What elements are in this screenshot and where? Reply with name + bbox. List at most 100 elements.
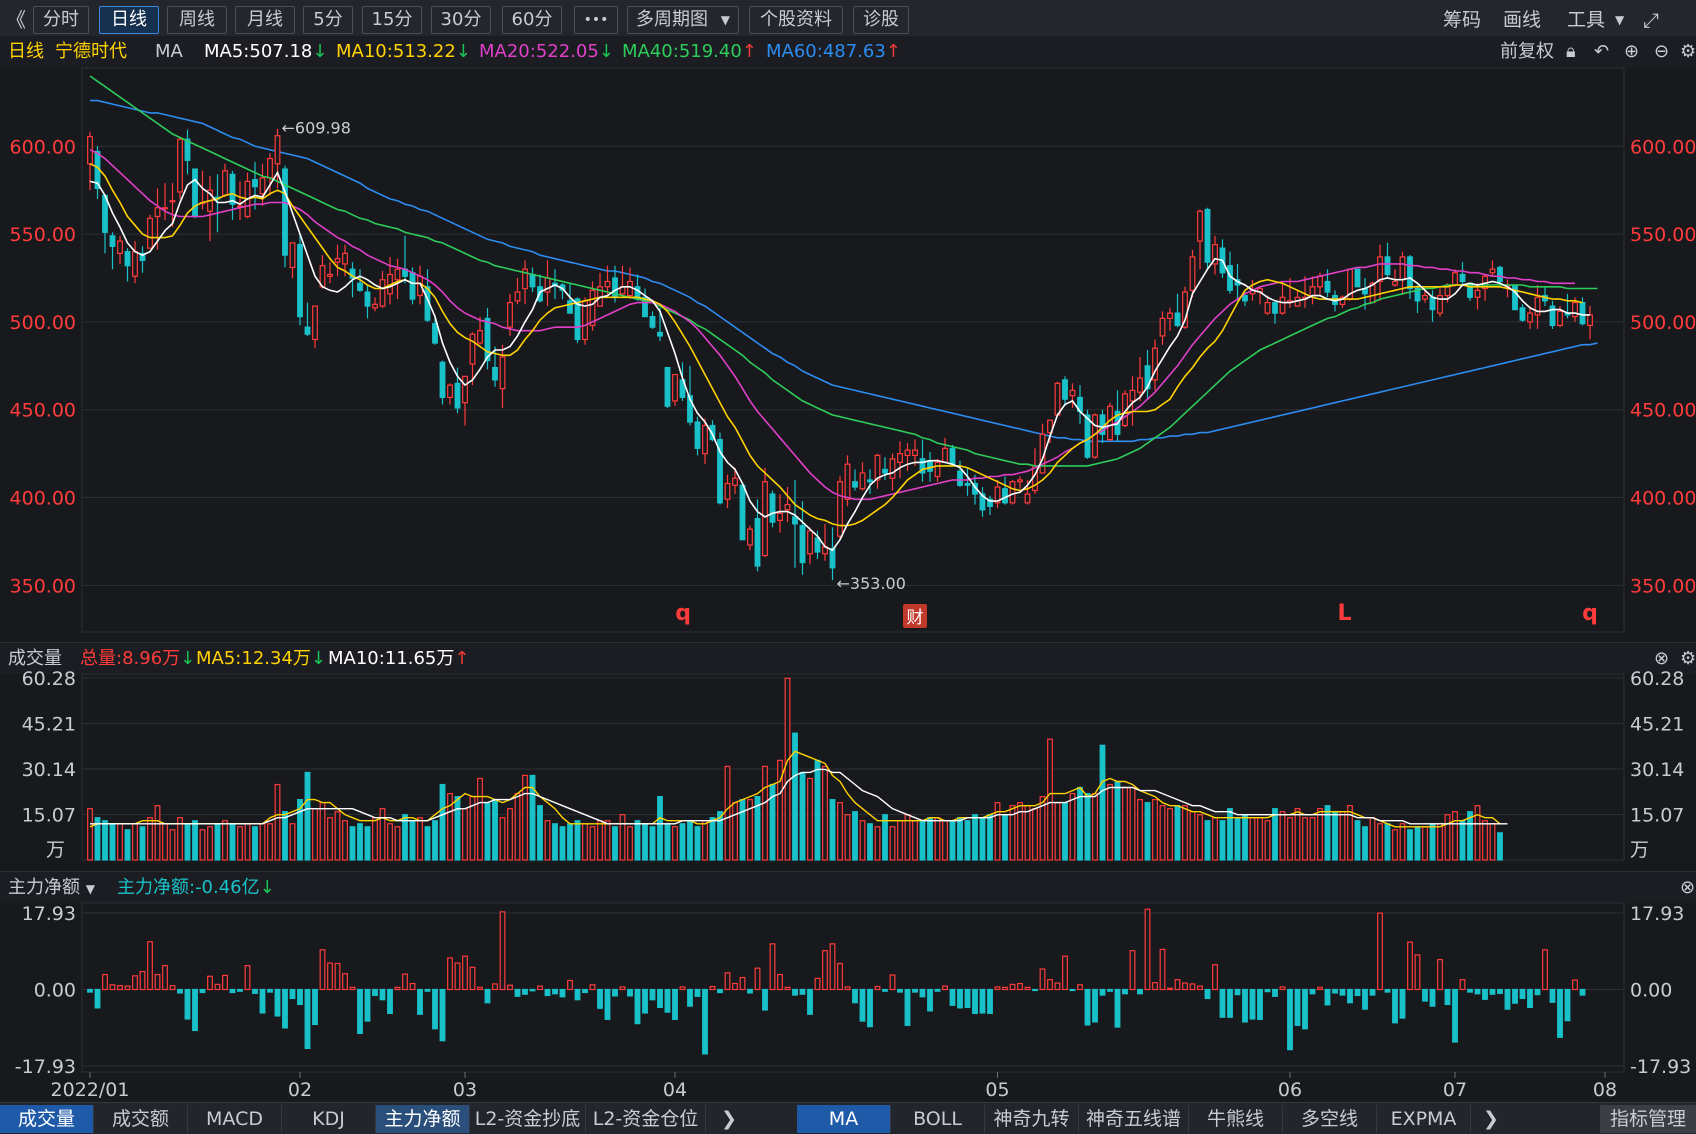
volume-bar: [604, 820, 611, 861]
net-flow-bar: [927, 988, 933, 1012]
candle-body: [537, 286, 543, 302]
tab-kdj[interactable]: KDJ: [282, 1105, 376, 1133]
volume-bar: [972, 814, 978, 861]
tab-5min[interactable]: 5分: [303, 6, 353, 34]
tab-expma[interactable]: EXPMA: [1377, 1105, 1471, 1133]
up-arrow-icon: ↑: [454, 648, 470, 669]
adjust-dropdown[interactable]: 前复权: [1500, 41, 1554, 62]
volume-bar: [612, 826, 618, 861]
ma10-label: MA10:513.22↓: [336, 41, 471, 62]
tab-volume[interactable]: 成交量: [0, 1105, 94, 1133]
tab-main-net[interactable]: 主力净额: [376, 1105, 470, 1133]
net-flow-bar: [244, 965, 251, 991]
candle-body: [679, 379, 686, 399]
net-flow-bar: [1414, 954, 1421, 991]
volume-bar: [934, 817, 941, 861]
tab-macd[interactable]: MACD: [188, 1105, 282, 1133]
net-flow-bar: [567, 979, 573, 991]
settings-gear-icon[interactable]: ⚙: [1680, 41, 1696, 62]
net-flow-bar: [1332, 988, 1338, 994]
candle-body: [1069, 389, 1076, 397]
ma10-line: [89, 163, 1583, 527]
undo-icon[interactable]: ↶: [1594, 41, 1610, 62]
next-arrow-icon[interactable]: ❯: [1483, 1108, 1499, 1130]
volume-title[interactable]: 成交量: [8, 648, 62, 669]
volume-bar: [1414, 826, 1421, 861]
multi-period-dropdown[interactable]: 多周期图 ▼: [627, 6, 739, 34]
more-button[interactable]: •••: [574, 6, 618, 34]
volume-bar: [912, 820, 918, 861]
tab-long-short[interactable]: 多空线: [1283, 1105, 1377, 1133]
fullscreen-icon[interactable]: ⤢: [1643, 8, 1659, 32]
net-flow-bar: [349, 986, 356, 991]
net-flow-bar: [409, 982, 416, 991]
next-arrow-icon[interactable]: ❯: [721, 1108, 737, 1130]
tab-bull-bear[interactable]: 牛熊线: [1189, 1105, 1283, 1133]
volume-bar: [1032, 808, 1038, 861]
net-flow-bar: [447, 957, 453, 991]
net-flow-bar: [274, 988, 281, 1017]
volume-bar: [1039, 795, 1046, 861]
volume-bar: [1489, 823, 1496, 861]
tab-turnover[interactable]: 成交额: [94, 1105, 188, 1133]
event-marker: L: [1338, 601, 1352, 626]
collapse-icon[interactable]: 《: [6, 8, 26, 32]
tab-weekly[interactable]: 周线: [167, 6, 227, 34]
indicator-name[interactable]: MA: [155, 41, 183, 62]
net-flow-bar: [559, 988, 566, 998]
net-flow-title[interactable]: 主力净额 ▼: [8, 877, 95, 898]
zoom-in-icon[interactable]: ⊕: [1624, 41, 1640, 62]
tab-ma[interactable]: MA: [797, 1105, 891, 1133]
indicator-manage-button[interactable]: 指标管理: [1600, 1105, 1696, 1133]
candle-body: [289, 242, 296, 269]
tab-l2-bottom[interactable]: L2-资金抄底: [470, 1105, 586, 1133]
tab-shenqi-5[interactable]: 神奇五线谱: [1079, 1105, 1189, 1133]
tab-intraday[interactable]: 分时: [33, 6, 89, 34]
volume-bar: [462, 808, 468, 861]
candle-body: [1467, 282, 1473, 298]
net-flow-bar: [904, 988, 911, 1026]
tab-l2-position[interactable]: L2-资金仓位: [586, 1105, 706, 1133]
diagnose-button[interactable]: 诊股: [853, 6, 909, 34]
chip-button[interactable]: 筹码: [1443, 9, 1482, 31]
ma20-line: [89, 149, 1575, 501]
tab-daily[interactable]: 日线: [99, 6, 159, 34]
tools-chevron-down-icon[interactable]: ▼: [1615, 13, 1625, 27]
draw-line-button[interactable]: 画线: [1503, 9, 1542, 31]
candle-body: [312, 305, 318, 341]
volume-bar: [1137, 799, 1143, 861]
down-arrow-icon: ↓: [312, 41, 328, 62]
volume-bar: [702, 820, 708, 861]
candle-body: [1339, 296, 1346, 305]
volume-bar: [514, 792, 521, 861]
settings-gear-icon[interactable]: ⚙: [1680, 648, 1696, 669]
tab-shenqi-9[interactable]: 神奇九转: [985, 1105, 1079, 1133]
lock-icon[interactable]: 🔒︎: [1566, 41, 1576, 62]
candle-body: [1429, 296, 1436, 311]
tab-30min[interactable]: 30分: [431, 6, 491, 34]
net-flow-bar: [747, 988, 753, 994]
net-flow-bar: [949, 988, 956, 1006]
tab-monthly[interactable]: 月线: [235, 6, 295, 34]
tools-button[interactable]: 工具: [1567, 9, 1606, 31]
tab-60min[interactable]: 60分: [502, 6, 562, 34]
volume-legend-bar: 成交量 总量:8.96万↓ MA5:12.34万↓ MA10:11.65万↑ ⊗…: [0, 642, 1696, 674]
candle-body: [364, 291, 371, 307]
tab-boll[interactable]: BOLL: [891, 1105, 985, 1133]
volume-bar: [417, 817, 423, 861]
volume-bar: [1354, 820, 1361, 861]
zoom-out-icon[interactable]: ⊖: [1654, 41, 1670, 62]
volume-tick-label-left: 15.07: [22, 805, 76, 827]
net-flow-bar: [334, 962, 341, 991]
stock-info-button[interactable]: 个股资料: [749, 6, 843, 34]
candle-body: [1534, 296, 1541, 316]
tab-15min[interactable]: 15分: [362, 6, 422, 34]
net-flow-bar: [1084, 988, 1091, 1026]
candle-body: [994, 486, 1001, 504]
volume-bar: [964, 820, 971, 861]
close-icon[interactable]: ⊗: [1680, 877, 1696, 898]
close-icon[interactable]: ⊗: [1654, 648, 1670, 669]
volume-bar: [852, 811, 858, 861]
net-flow-bar: [1002, 986, 1008, 991]
